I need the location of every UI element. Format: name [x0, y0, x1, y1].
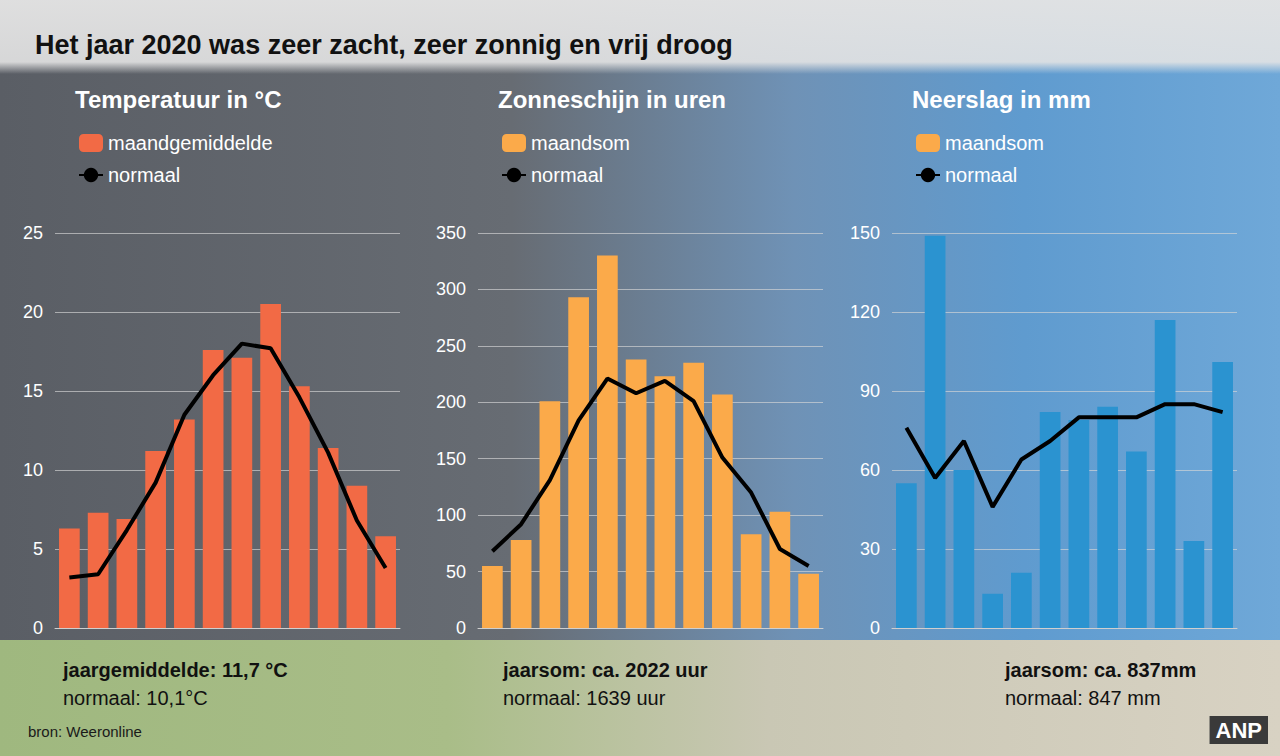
svg-text:250: 250	[436, 336, 466, 356]
svg-text:normaal: 1639 uur: normaal: 1639 uur	[503, 687, 666, 709]
svg-text:120: 120	[850, 302, 880, 322]
svg-text:100: 100	[436, 505, 466, 525]
svg-text:Zonneschijn in uren: Zonneschijn in uren	[498, 86, 726, 113]
svg-text:jaargemiddelde: 11,7 °C: jaargemiddelde: 11,7 °C	[62, 659, 288, 681]
svg-text:ANP: ANP	[1216, 718, 1262, 743]
svg-text:normaal: normaal	[945, 164, 1017, 186]
svg-text:bron: Weeronline: bron: Weeronline	[28, 723, 142, 740]
svg-text:normaal: normaal	[108, 164, 180, 186]
svg-text:maandsom: maandsom	[531, 132, 630, 154]
svg-text:300: 300	[436, 279, 466, 299]
svg-text:10: 10	[23, 460, 43, 480]
svg-text:20: 20	[23, 302, 43, 322]
svg-text:Temperatuur in °C: Temperatuur in °C	[75, 86, 282, 113]
svg-text:normaal: 10,1°C: normaal: 10,1°C	[63, 687, 208, 709]
svg-text:0: 0	[456, 618, 466, 638]
svg-text:5: 5	[33, 539, 43, 559]
svg-text:Neerslag in mm: Neerslag in mm	[912, 86, 1091, 113]
svg-text:15: 15	[23, 381, 43, 401]
svg-text:maandgemiddelde: maandgemiddelde	[108, 132, 273, 154]
svg-text:normaal: normaal	[531, 164, 603, 186]
svg-text:200: 200	[436, 392, 466, 412]
svg-text:0: 0	[33, 618, 43, 638]
svg-text:maandsom: maandsom	[945, 132, 1044, 154]
svg-text:jaarsom: ca. 837mm: jaarsom: ca. 837mm	[1004, 659, 1196, 681]
svg-text:150: 150	[850, 223, 880, 243]
svg-text:jaarsom: ca. 2022 uur: jaarsom: ca. 2022 uur	[502, 659, 708, 681]
svg-text:90: 90	[860, 381, 880, 401]
svg-text:0: 0	[870, 618, 880, 638]
svg-text:60: 60	[860, 460, 880, 480]
svg-text:50: 50	[446, 562, 466, 582]
svg-text:Het jaar 2020 was zeer zacht,: Het jaar 2020 was zeer zacht, zeer zonni…	[35, 30, 733, 60]
svg-text:normaal: 847 mm: normaal: 847 mm	[1005, 687, 1161, 709]
svg-text:150: 150	[436, 449, 466, 469]
svg-text:30: 30	[860, 539, 880, 559]
svg-text:350: 350	[436, 223, 466, 243]
svg-text:25: 25	[23, 223, 43, 243]
